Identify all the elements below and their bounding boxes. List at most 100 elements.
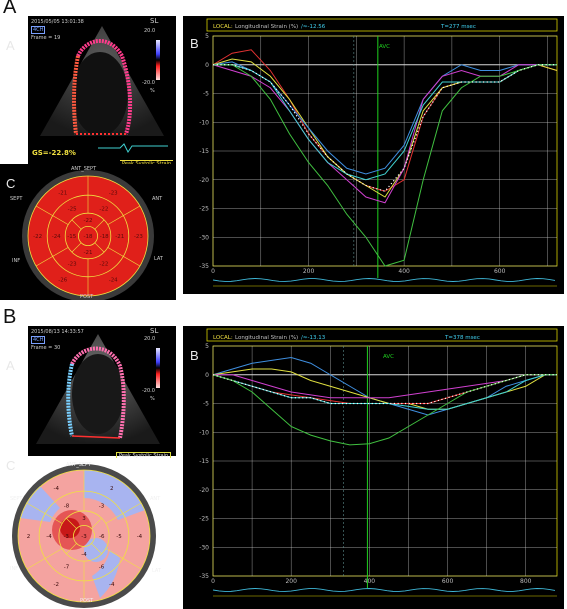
bull-segment-value: -4 [137, 534, 143, 540]
bull-segment-value: -22 [99, 262, 108, 268]
y-tick-label: -5 [203, 91, 209, 98]
y-tick-label: -15 [199, 458, 209, 465]
bull-spoke [71, 242, 82, 253]
bull-spoke [107, 247, 141, 267]
bulls-eye-plot: 2 -4 -4 -2 2 -4 -3 -5 -6 -7 -4 -8 3 -6 -4 -3 -3 [12, 464, 156, 608]
graph-gs: /≈-12.56 [301, 24, 326, 30]
y-tick-label: -10 [199, 429, 209, 436]
seg-ant-sept: ANT_SEPT [71, 166, 97, 172]
bulls-eye-panel-a: -23 -23 -24 -26 -22 -21 -22 -21 -22 -23 -24 -25 -22-… [0, 164, 176, 300]
bull-ring [73, 525, 95, 547]
x-tick-label: 0 [211, 268, 215, 275]
bulls-eye-panel-b: 2 -4 -4 -2 2 -4 -3 -5 -6 -7 -4 -8 3 -6 -4 -3 -3 [0, 458, 176, 609]
y-tick-label: 0 [205, 62, 209, 69]
strain-series-line [212, 58, 558, 198]
bull-segment-fill [84, 469, 145, 520]
strain-series-line [212, 374, 557, 404]
echo-timestamp: 2015/05/05 13:01:38 [31, 19, 84, 25]
bull-segment-value: -23 [68, 262, 77, 268]
figure-label-b: B [3, 306, 17, 328]
seg-ant-sept: ANT_SEPT [66, 462, 92, 468]
bull-spoke [91, 518, 102, 529]
y-tick-label: -30 [199, 234, 209, 241]
seg-post: POST [80, 294, 94, 300]
scale-title: SL [150, 17, 159, 25]
bull-segment-value: -8 [64, 504, 70, 510]
bull-spoke [26, 502, 63, 524]
bull-segment-value: -22 [84, 218, 93, 224]
graph-title: Longitudinal Strain (%) [235, 24, 299, 30]
bull-ring [78, 226, 99, 247]
scale-min: -20.0 [142, 388, 155, 394]
echo-image-panel-b: 2015/08/13 14:33:57 4CH Frame = 30 SL 20… [28, 326, 176, 456]
y-tick-label: -10 [199, 119, 209, 126]
y-tick-label: -15 [199, 148, 209, 155]
x-tick-label: 400 [398, 268, 410, 275]
bull-segment-value: -4 [46, 534, 52, 540]
strain-series-line [212, 49, 558, 192]
bull-spoke [71, 219, 82, 230]
seg-ant: ANT [150, 496, 161, 502]
bull-segment-value: -4 [81, 552, 87, 558]
x-tick-label: 800 [520, 578, 532, 585]
bull-segment-value: -5 [116, 534, 122, 540]
bull-spoke [94, 242, 105, 253]
bull-spoke [105, 502, 142, 524]
y-tick-label: -30 [199, 544, 209, 551]
bull-segment-value: -24 [52, 234, 61, 240]
echo-view-badge: 4CH [31, 26, 46, 34]
seg-inf: INF [12, 258, 21, 264]
bull-segment-fill [20, 486, 60, 522]
bull-segment-value: -4 [54, 486, 60, 492]
scale-max: 20.0 [144, 28, 156, 34]
y-tick-label: -35 [199, 263, 209, 270]
y-tick-label: -25 [199, 516, 209, 523]
strain-curve-chart: 50-5-10-15-20-25-30-350 200 400 600 800 [199, 328, 558, 597]
bull-spoke [91, 543, 102, 554]
strain-curve-chart: 50-5-10-15-20-25-30-350 200 400 600 [199, 18, 558, 287]
y-tick-label: -35 [199, 573, 209, 580]
x-tick-label: 0 [211, 578, 215, 585]
bull-segment-value: -4 [109, 582, 115, 588]
ecg-trace [212, 278, 556, 282]
y-tick-label: 5 [205, 33, 209, 40]
graph-gs: /≈-13.13 [301, 335, 326, 341]
echo-frame: Frame = 30 [31, 345, 61, 351]
figure-label-a: A [3, 0, 17, 18]
bull-segment-value: 3 [82, 516, 86, 522]
strain-series-line [212, 374, 557, 446]
bull-segment-value: -24 [109, 278, 118, 284]
seg-lat: LAT [152, 568, 161, 574]
bull-spoke [107, 205, 141, 225]
y-tick-label: -5 [203, 401, 209, 408]
echo-view-badge: 4CH [31, 336, 46, 344]
bull-segment-value: 2 [27, 534, 31, 540]
bull-segment-value: -21 [115, 234, 124, 240]
bull-segment-fill [84, 538, 108, 562]
strain-series-line [212, 374, 557, 405]
sub-label-bull-b: C [6, 458, 16, 473]
bull-segment-value: -21 [84, 250, 93, 256]
bull-segment-value: 2 [110, 486, 114, 492]
echo-frame: Frame = 19 [31, 35, 61, 41]
strain-series-line [213, 64, 557, 267]
bull-segment-value: -26 [58, 278, 67, 284]
y-tick-label: 0 [205, 372, 209, 379]
echo-image-panel-a: 2015/05/05 13:01:38 4CH Frame = 19 SL 20… [28, 16, 176, 164]
bull-segment-value: -3 [63, 534, 69, 540]
bull-segment-value: -6 [99, 534, 105, 540]
seg-post: POST [80, 598, 94, 604]
bull-spoke [66, 543, 77, 554]
seg-inf: INF [10, 566, 19, 572]
global-strain: GS=-22.8% [32, 149, 76, 157]
sub-label-graph-b: B [190, 348, 199, 363]
x-tick-label: 600 [494, 268, 506, 275]
graph-header-box [206, 18, 558, 32]
bull-segment-value: -22 [33, 234, 42, 240]
seg-sept: SEPT [10, 196, 23, 202]
bull-spoke [94, 219, 105, 230]
bull-segment-value: -6 [99, 564, 105, 570]
scale-min: -20.0 [142, 80, 155, 86]
echo-timestamp: 2015/08/13 14:33:57 [31, 329, 84, 335]
graph-header-box [206, 328, 558, 342]
